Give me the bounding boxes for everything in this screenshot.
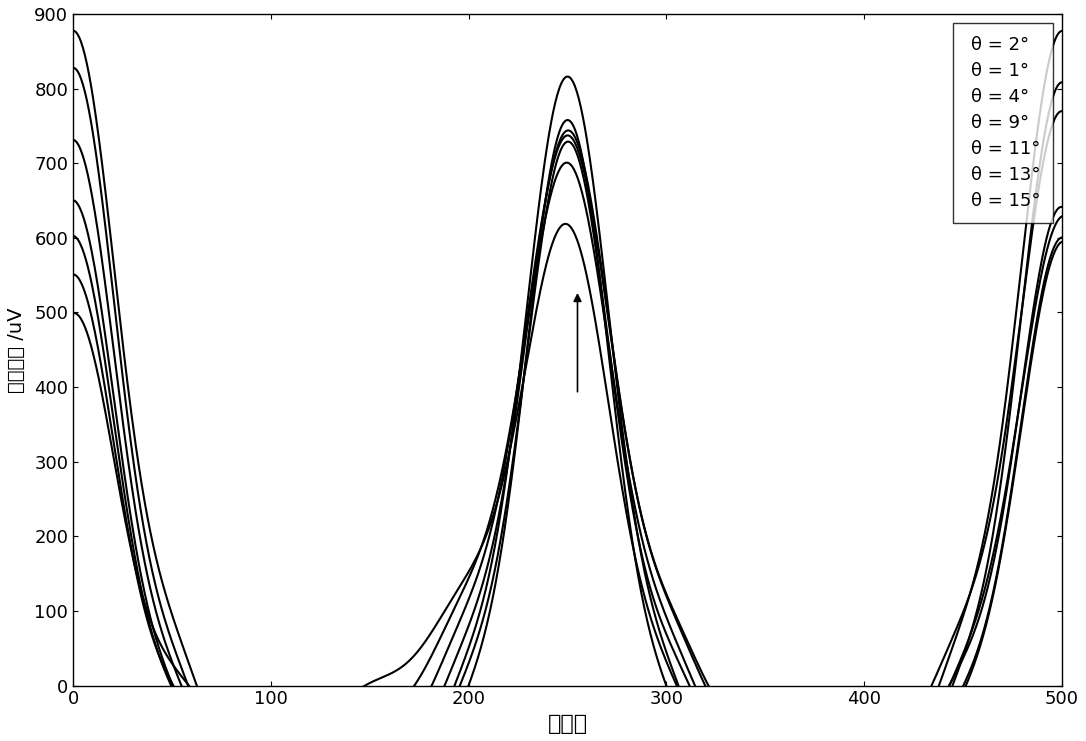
- θ = 13°: [560, 159, 573, 167]
- θ = 11°: [468, 581, 481, 590]
- θ = 9°: [167, 684, 180, 693]
- θ = 4°: [66, 136, 79, 144]
- Line: θ = 1°: θ = 1°: [73, 67, 1062, 741]
- X-axis label: 采样点: 采样点: [547, 714, 588, 734]
- θ = 11°: [503, 431, 516, 440]
- θ = 9°: [468, 606, 481, 615]
- θ = 13°: [167, 682, 180, 691]
- Line: θ = 15°: θ = 15°: [73, 216, 1062, 741]
- θ = 1°: [167, 643, 180, 652]
- θ = 9°: [561, 126, 574, 135]
- θ = 2°: [502, 496, 515, 505]
- θ = 13°: [502, 432, 515, 441]
- θ = 9°: [503, 448, 516, 456]
- θ = 11°: [561, 131, 574, 140]
- θ = 11°: [66, 231, 79, 240]
- θ = 4°: [503, 479, 516, 488]
- Line: θ = 4°: θ = 4°: [73, 111, 1062, 741]
- θ = 13°: [66, 270, 79, 279]
- θ = 2°: [66, 26, 79, 35]
- θ = 15°: [66, 309, 79, 318]
- θ = 1°: [467, 630, 480, 639]
- θ = 4°: [468, 644, 481, 653]
- θ = 9°: [66, 196, 79, 205]
- Line: θ = 11°: θ = 11°: [73, 136, 1062, 741]
- θ = 1°: [66, 63, 79, 72]
- θ = 9°: [1056, 202, 1069, 211]
- θ = 1°: [502, 454, 515, 463]
- θ = 2°: [167, 617, 180, 625]
- θ = 4°: [1056, 107, 1069, 116]
- θ = 15°: [467, 559, 480, 568]
- θ = 13°: [467, 564, 480, 573]
- θ = 2°: [1056, 27, 1069, 36]
- Line: θ = 2°: θ = 2°: [73, 30, 1062, 741]
- θ = 11°: [167, 688, 180, 697]
- Line: θ = 9°: θ = 9°: [73, 130, 1062, 741]
- θ = 15°: [1056, 212, 1069, 221]
- θ = 1°: [1056, 78, 1069, 87]
- θ = 15°: [167, 662, 180, 671]
- θ = 2°: [467, 668, 480, 677]
- θ = 13°: [1056, 237, 1069, 246]
- Line: θ = 13°: θ = 13°: [73, 163, 1062, 741]
- Y-axis label: 二次谐波 /uV: 二次谐波 /uV: [7, 307, 26, 393]
- θ = 15°: [502, 451, 515, 460]
- θ = 11°: [1056, 233, 1069, 242]
- θ = 4°: [167, 662, 180, 671]
- θ = 9°: [747, 731, 760, 740]
- Legend: θ = 2°, θ = 1°, θ = 4°, θ = 9°, θ = 11°, θ = 13°, θ = 15°: θ = 2°, θ = 1°, θ = 4°, θ = 9°, θ = 11°,…: [952, 23, 1053, 223]
